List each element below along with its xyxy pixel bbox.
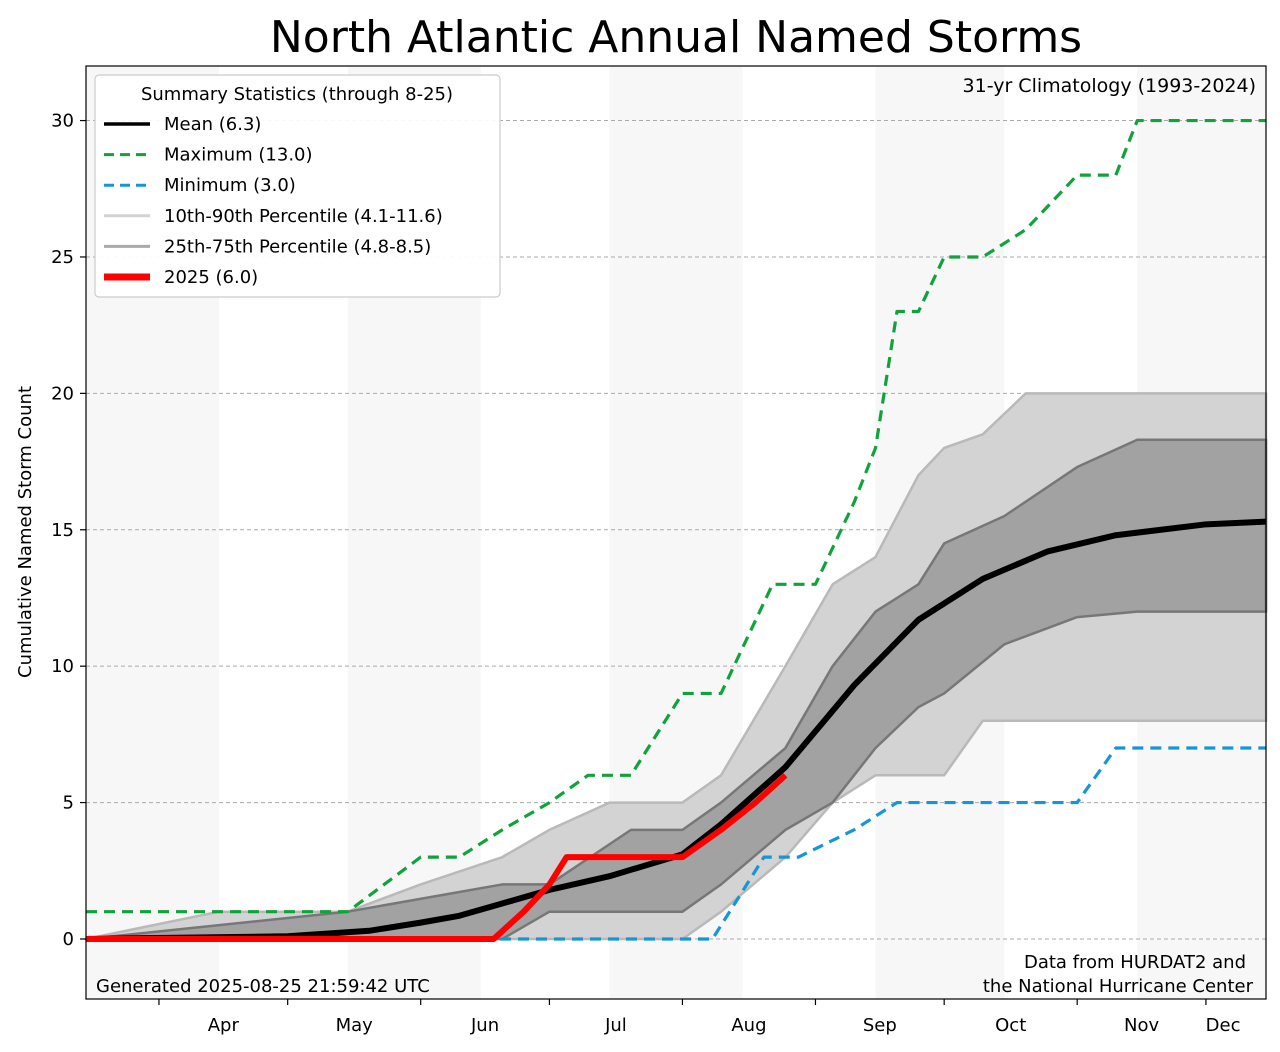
x-tick-label-dec: Dec [1206, 1015, 1241, 1036]
y-tick-label-30: 30 [51, 111, 74, 132]
x-axis: Apr May Jun Jul Aug Sep Oct Nov Dec [158, 999, 1241, 1036]
legend-box [94, 74, 501, 298]
x-tick-label-nov: Nov [1124, 1015, 1159, 1036]
line-maximum [86, 118, 1266, 914]
y-axis-label: Cumulative Named Storm Count [15, 386, 36, 678]
y-tick-label-0: 0 [63, 929, 74, 950]
y-axis: 0 5 10 15 20 25 30 [51, 111, 86, 950]
legend-label-3: 10th-90th Percentile (4.1-11.6) [164, 206, 443, 227]
y-tick-label-15: 15 [51, 520, 74, 541]
legend-label-4: 25th-75th Percentile (4.8-8.5) [164, 236, 431, 257]
line-mean [85, 518, 1267, 942]
x-tick-label-apr: Apr [208, 1015, 240, 1036]
generated-timestamp: Generated 2025-08-25 21:59:42 UTC [96, 976, 430, 997]
y-tick-label-10: 10 [51, 656, 74, 677]
x-tick-label-jul: Jul [604, 1015, 627, 1036]
x-tick-label-may: May [336, 1015, 374, 1036]
series-lines [85, 118, 1267, 942]
line-minimum [86, 746, 1266, 941]
chart-title: North Atlantic Annual Named Storms [270, 12, 1082, 63]
line-2025 [86, 773, 788, 942]
plot-frame [85, 65, 1267, 1000]
x-tick-label-oct: Oct [995, 1015, 1026, 1036]
y-tick-label-20: 20 [51, 383, 74, 404]
climatology-note: 31-yr Climatology (1993-2024) [963, 75, 1256, 97]
legend-label-5: 2025 (6.0) [164, 267, 258, 288]
legend: Summary Statistics (through 8-25) Mean (… [94, 74, 501, 298]
legend-label-2: Minimum (3.0) [164, 175, 296, 196]
x-tick-label-sep: Sep [863, 1015, 897, 1036]
y-tick-label-5: 5 [63, 793, 74, 814]
legend-title: Summary Statistics (through 8-25) [141, 84, 453, 105]
x-tick-label-aug: Aug [731, 1015, 766, 1036]
legend-label-0: Mean (6.3) [164, 114, 261, 135]
data-source-line-1: Data from HURDAT2 and [1024, 952, 1246, 973]
x-tick-label-jun: Jun [470, 1015, 499, 1036]
y-tick-label-25: 25 [51, 247, 74, 268]
legend-label-1: Maximum (13.0) [164, 145, 313, 166]
data-source-line-2: the National Hurricane Center [983, 976, 1254, 997]
